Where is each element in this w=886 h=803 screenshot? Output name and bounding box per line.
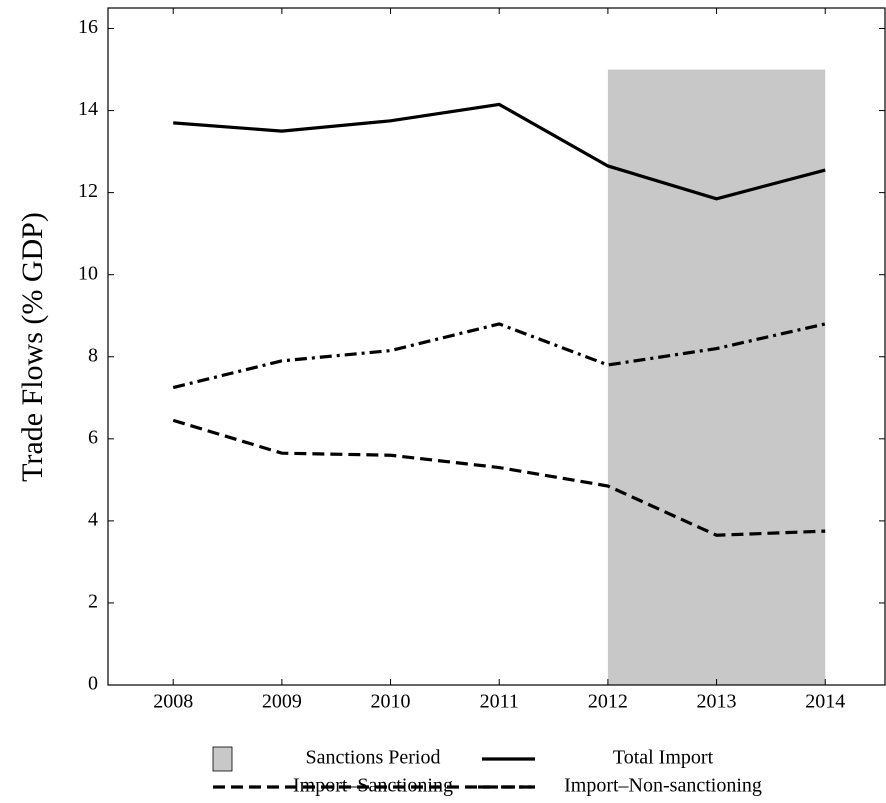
y-tick-label: 10 [78, 262, 98, 284]
y-tick-label: 12 [78, 180, 98, 202]
x-tick-label: 2012 [588, 691, 628, 713]
x-tick-label: 2008 [153, 691, 193, 713]
legend-label: Import–Non-sanctioning [564, 775, 762, 797]
y-axis-label: Trade Flows (% GDP) [16, 212, 49, 482]
legend-label: Sanctions Period [306, 747, 441, 769]
y-tick-label: 4 [88, 508, 98, 530]
sanctions-band [607, 69, 826, 685]
series-line [173, 102, 826, 201]
y-tick-label: 0 [88, 673, 98, 695]
legend-label: Import–Sanctioning [293, 775, 453, 797]
y-tick-label: 16 [78, 16, 98, 38]
x-tick-label: 2010 [371, 691, 411, 713]
legend-label: Total Import [613, 747, 714, 769]
y-tick-label: 6 [88, 426, 98, 448]
x-tick-label: 2011 [480, 691, 519, 713]
x-tick-label: 2009 [262, 691, 302, 713]
x-tick-label: 2013 [697, 691, 737, 713]
series-line [172, 418, 826, 537]
x-tick-label: 2014 [805, 691, 845, 713]
y-tick-label: 8 [88, 344, 98, 366]
plot-frame [107, 7, 886, 686]
y-tick-label: 2 [88, 591, 98, 613]
legend-swatch [212, 746, 233, 772]
series-line [172, 322, 826, 390]
y-tick-label: 14 [78, 98, 98, 120]
